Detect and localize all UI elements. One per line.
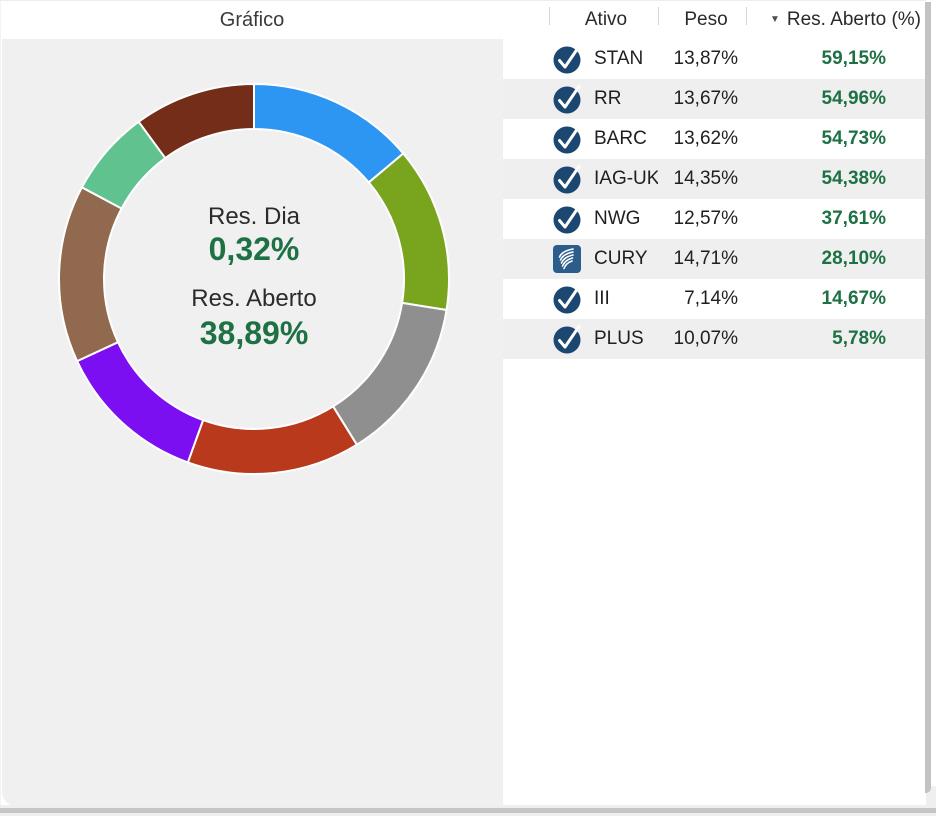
table-row-cury[interactable]: CURY 14,71% 28,10% — [503, 239, 926, 279]
asset-open-result-value: 54,38% — [821, 168, 886, 189]
asset-weight-value: 7,14% — [684, 288, 738, 309]
verified-check-icon — [553, 325, 581, 354]
asset-icon — [551, 203, 583, 235]
chart-title-band: Gráfico — [1, 1, 503, 39]
asset-weight-value: 10,07% — [673, 328, 738, 349]
column-header-peso[interactable]: Peso — [684, 9, 728, 30]
asset-icon — [551, 83, 583, 115]
table-row-barc[interactable]: BARC 13,62% 54,73% — [503, 119, 926, 159]
asset-open-result-value: 37,61% — [821, 208, 886, 229]
asset-ticker: III — [594, 288, 610, 309]
right-scrollbar[interactable] — [925, 2, 931, 793]
table-row-iii[interactable]: III 7,14% 14,67% — [503, 279, 926, 319]
asset-icon — [551, 123, 583, 155]
asset-ticker: BARC — [594, 128, 647, 149]
donut-chart — [58, 83, 450, 475]
asset-weight-value: 13,62% — [673, 128, 738, 149]
donut-chart-panel: Res. Dia 0,32% Res. Aberto 38,89% — [2, 39, 503, 806]
asset-ticker: STAN — [594, 48, 644, 69]
asset-open-result-value: 54,73% — [821, 128, 886, 149]
donut-segment-iag-uk[interactable] — [186, 405, 358, 475]
header-divider — [746, 7, 747, 25]
table-row-nwg[interactable]: NWG 12,57% 37,61% — [503, 199, 926, 239]
verified-check-icon — [553, 285, 581, 314]
bottom-scrollbar[interactable] — [0, 808, 936, 813]
asset-ticker: PLUS — [594, 328, 644, 349]
table-body: STAN 13,87% 59,15% RR 13,67% 54,96% BARC… — [503, 39, 926, 359]
asset-icon — [551, 243, 583, 275]
donut-segment-barc[interactable] — [332, 301, 448, 446]
visual-card: Gráfico Res. Dia 0,32% Res. Aberto 38,89… — [0, 0, 926, 807]
asset-ticker: CURY — [594, 248, 648, 269]
verified-check-icon — [553, 85, 581, 114]
table-row-iag-uk[interactable]: IAG-UK 14,35% 54,38% — [503, 159, 926, 199]
chart-title: Gráfico — [219, 9, 285, 31]
asset-weight-value: 12,57% — [673, 208, 738, 229]
asset-table: Ativo Peso ▼ Res. Aberto (%) STAN 13,87% … — [503, 1, 926, 807]
column-header-res-aberto-label: Res. Aberto (%) — [786, 9, 921, 30]
asset-weight-value: 13,67% — [673, 88, 738, 109]
verified-check-icon — [553, 165, 581, 194]
verified-check-icon — [553, 45, 581, 74]
donut-segment-plus[interactable] — [137, 83, 255, 160]
donut-segment-nwg[interactable] — [76, 341, 205, 464]
table-row-plus[interactable]: PLUS 10,07% 5,78% — [503, 319, 926, 359]
asset-ticker: RR — [594, 88, 622, 109]
asset-icon — [551, 163, 583, 195]
sort-descending-icon: ▼ — [769, 14, 780, 25]
asset-open-result-value: 5,78% — [832, 328, 886, 349]
table-row-stan[interactable]: STAN 13,87% 59,15% — [503, 39, 926, 79]
asset-icon — [551, 283, 583, 315]
table-row-rr[interactable]: RR 13,67% 54,96% — [503, 79, 926, 119]
asset-icon — [551, 323, 583, 355]
asset-ticker: NWG — [594, 208, 641, 229]
asset-weight-value: 14,71% — [673, 248, 738, 269]
header-divider — [549, 7, 550, 25]
asset-open-result-value: 28,10% — [821, 248, 886, 269]
verified-check-icon — [553, 205, 581, 234]
cury-logo-icon — [553, 245, 581, 273]
asset-weight-value: 13,87% — [673, 48, 738, 69]
asset-open-result-value: 54,96% — [821, 88, 886, 109]
asset-open-result-value: 14,67% — [821, 288, 886, 309]
window-bottom-edge — [0, 805, 936, 816]
asset-icon — [551, 43, 583, 75]
asset-weight-value: 14,35% — [673, 168, 738, 189]
asset-open-result-value: 59,15% — [821, 48, 886, 69]
donut-segment-cury[interactable] — [58, 186, 123, 363]
column-header-ativo[interactable]: Ativo — [584, 9, 628, 30]
verified-check-icon — [553, 125, 581, 154]
donut-segment-rr[interactable] — [367, 152, 450, 311]
table-header: Ativo Peso ▼ Res. Aberto (%) — [503, 1, 926, 39]
donut-segment-stan[interactable] — [253, 83, 405, 184]
header-divider — [658, 7, 659, 25]
asset-ticker: IAG-UK — [594, 168, 658, 189]
column-header-res-aberto[interactable]: ▼ Res. Aberto (%) — [750, 1, 921, 39]
